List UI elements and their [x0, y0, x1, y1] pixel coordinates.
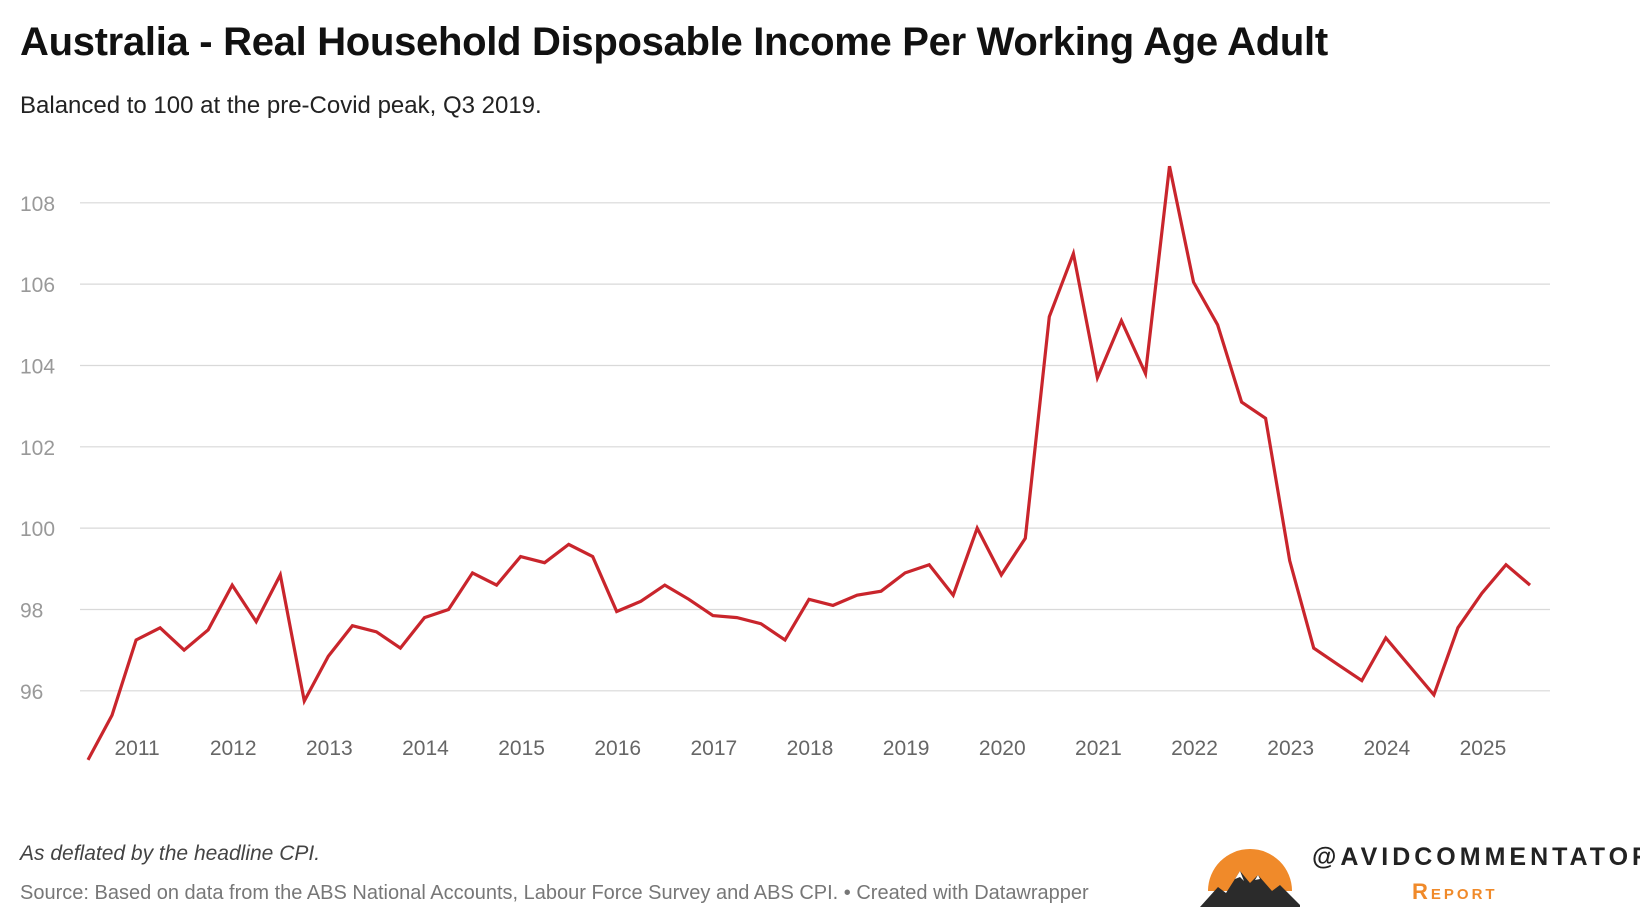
logo-handle: @AVIDCOMMENTATOR — [1312, 843, 1640, 871]
y-tick-label: 108 — [20, 193, 55, 216]
x-tick-label: 2015 — [498, 737, 545, 760]
series-line-0 — [86, 165, 1532, 761]
x-tick-label: 2023 — [1267, 737, 1314, 760]
x-tick-label: 2013 — [306, 737, 353, 760]
chart-title: Australia - Real Household Disposable In… — [20, 20, 1328, 64]
x-tick-label: 2012 — [210, 737, 257, 760]
y-axis-ticks: 96 98 100 102 104 106 108 — [20, 193, 55, 704]
y-tick-label: 102 — [20, 437, 55, 460]
brand-logo: @AVIDCOMMENTATOR Report — [1200, 835, 1640, 920]
x-tick-label: 2021 — [1075, 737, 1122, 760]
chart-source: Source: Based on data from the ABS Natio… — [20, 882, 1089, 904]
y-tick-label: 100 — [20, 518, 55, 541]
y-tick-label: 96 — [20, 681, 43, 704]
logo-report: Report — [1412, 879, 1498, 904]
line-chart: 96 98 100 102 104 106 108 2011 2012 2013 2014 2015… — [20, 165, 1550, 761]
x-tick-label: 2020 — [979, 737, 1026, 760]
x-tick-label: 2017 — [691, 737, 738, 760]
x-tick-label: 2016 — [594, 737, 641, 760]
sunset-mountain-icon — [1200, 849, 1300, 907]
x-tick-label: 2025 — [1460, 737, 1507, 760]
y-tick-label: 104 — [20, 355, 55, 378]
y-tick-label: 98 — [20, 599, 43, 622]
x-tick-label: 2018 — [787, 737, 834, 760]
x-tick-label: 2019 — [883, 737, 930, 760]
series-layer — [86, 165, 1532, 761]
grid-lines — [80, 202, 1550, 692]
chart-note: As deflated by the headline CPI. — [20, 842, 321, 865]
x-tick-label: 2011 — [114, 737, 159, 760]
x-axis-ticks: 2011 2012 2013 2014 2015 2016 2017 2018 2019 2020… — [114, 737, 1506, 760]
x-tick-label: 2022 — [1171, 737, 1218, 760]
x-tick-label: 2024 — [1363, 737, 1410, 760]
chart-subtitle: Balanced to 100 at the pre-Covid peak, Q… — [20, 92, 542, 119]
x-tick-label: 2014 — [402, 737, 449, 760]
y-tick-label: 106 — [20, 274, 55, 297]
